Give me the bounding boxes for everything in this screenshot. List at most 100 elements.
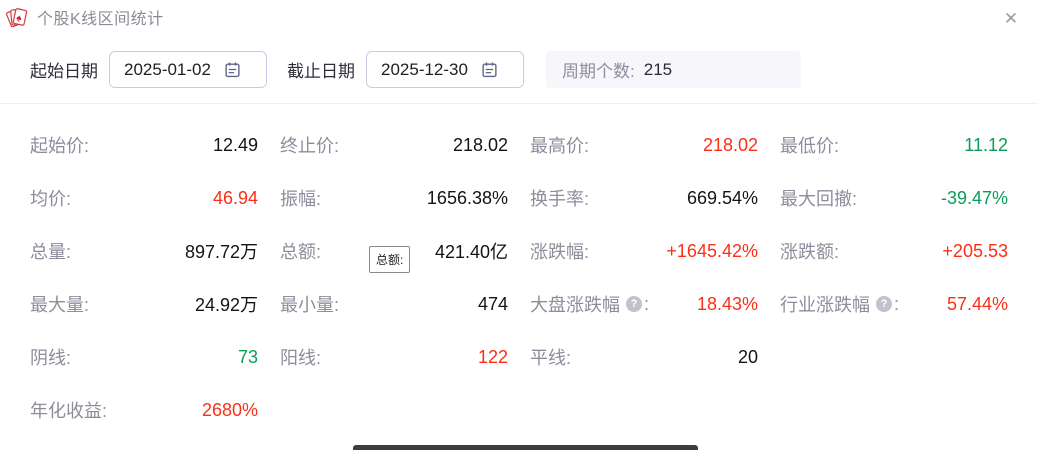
stat-label-text: 年化收益: [30,401,108,421]
stat-label-text: 振幅: [280,189,322,209]
svg-text:♠: ♠ [15,13,23,25]
stat-label-text: 阴线: [30,348,72,368]
calendar-icon[interactable] [224,61,241,78]
stat-label-text: 阳线: [280,348,322,368]
stat-label: 大盘涨跌幅?: [530,291,649,317]
stat-label-text: 换手率: [530,189,590,209]
stat-label-text: 最大量: [30,295,90,315]
question-mark-icon[interactable]: ? [876,296,892,312]
end-date-label: 截止日期 [287,62,355,81]
stat-label: 总量: [30,238,71,264]
stat-label-colon: : [644,293,650,314]
stat-cell: 换手率: 669.54% [530,183,758,213]
stat-label: 行业涨跌幅?: [780,291,899,317]
dialog-header: ♠ 个股K线区间统计 [6,5,164,29]
close-icon[interactable]: ✕ [1003,9,1019,28]
stat-value: 474 [477,293,508,314]
stat-cell: 阳线: 122 [280,342,508,372]
stat-cell: 最小量: 474 [280,289,508,319]
stat-cell: 最高价: 218.02 [530,130,758,160]
stat-cell: 总额: 421.40亿 [280,236,508,266]
stat-label: 年化收益: [30,397,107,423]
stat-label-text: 涨跌幅: [530,242,590,262]
stat-cell: 终止价: 218.02 [280,130,508,160]
stat-label-text: 终止价: [280,136,340,156]
stat-label: 终止价: [280,132,339,158]
stat-value: 46.94 [212,187,258,208]
poker-cards-icon: ♠ [6,8,28,28]
stat-value: 24.92万 [194,295,258,315]
stat-cell: 行业涨跌幅?: 57.44% [780,289,1008,319]
stat-label: 涨跌额: [780,238,839,264]
stat-label-text: 起始价: [30,136,90,156]
stat-value: 12.49 [212,134,258,155]
stats-grid: 起始价: 12.49 终止价: 218.02 最高价: 218.02 最低价: 11.12 均价… [30,130,1008,425]
stat-cell: 最大回撤: -39.47% [780,183,1008,213]
stat-value: 20 [737,346,758,367]
stat-label: 均价: [30,185,71,211]
start-date-value: 2025-01-02 [124,59,211,79]
stat-label: 涨跌幅: [530,238,589,264]
stat-value: 122 [477,346,508,367]
stat-label-text: 平线: [530,348,572,368]
stat-label-text: 最低价: [780,136,840,156]
total-amount-tooltip: 总额: [369,246,411,273]
period-count-display: 周期个数: 215 [546,51,801,88]
stat-label: 总额: [280,238,321,264]
period-count-label: 周期个数: [562,62,635,81]
stat-label: 阴线: [30,344,71,370]
stat-label-text: 总额: [280,242,322,262]
stat-label-text: 总量: [30,242,72,262]
period-count-value: 215 [643,59,673,79]
start-date-label: 起始日期 [30,62,98,81]
stat-cell: 年化收益: 2680% [30,395,258,425]
stat-label-text: 涨跌额: [780,242,840,262]
stat-label: 阳线: [280,344,321,370]
stat-value: 73 [237,346,258,367]
stat-label: 最高价: [530,132,589,158]
stat-value: 669.54% [686,187,758,208]
stat-cell: 涨跌幅: +1645.42% [530,236,758,266]
stat-label: 最低价: [780,132,839,158]
dialog-title: 个股K线区间统计 [37,11,164,28]
stat-label: 换手率: [530,185,589,211]
stat-label: 最大回撤: [780,185,857,211]
stat-cell: 起始价: 12.49 [30,130,258,160]
stat-cell: 涨跌额: +205.53 [780,236,1008,266]
stat-label: 最小量: [280,291,339,317]
stat-label-text: 行业涨跌幅 [780,295,870,315]
bottom-edge-bar [353,445,698,450]
stat-label: 起始价: [30,132,89,158]
stat-value: 1656.38% [426,187,508,208]
stat-cell: 振幅: 1656.38% [280,183,508,213]
stat-value: 421.40亿 [434,242,508,262]
stat-label-text: 均价: [30,189,72,209]
stat-cell: 平线: 20 [530,342,758,372]
stat-label: 平线: [530,344,571,370]
stat-label-text: 最高价: [530,136,590,156]
stat-value: 218.02 [452,134,508,155]
end-date-input[interactable]: 2025-12-30 [366,51,524,88]
stat-cell: 总量: 897.72万 [30,236,258,266]
stat-label: 最大量: [30,291,89,317]
stat-cell: 大盘涨跌幅?: 18.43% [530,289,758,319]
stat-value: 2680% [201,399,258,420]
header-divider [0,103,1038,104]
question-mark-icon[interactable]: ? [626,296,642,312]
start-date-input[interactable]: 2025-01-02 [109,51,267,88]
stat-label-text: 最大回撤: [780,189,858,209]
stat-label-text: 最小量: [280,295,340,315]
stat-value: 57.44% [946,293,1008,314]
stat-value: +1645.42% [666,240,758,261]
stat-label: 振幅: [280,185,321,211]
date-range-controls: 起始日期 2025-01-02 截止日期 2025-12-30 [30,51,801,88]
stat-label-colon: : [894,293,900,314]
stat-value: +205.53 [942,240,1008,261]
stat-label-text: 大盘涨跌幅 [530,295,620,315]
stat-cell: 均价: 46.94 [30,183,258,213]
stat-cell: 阴线: 73 [30,342,258,372]
end-date-value: 2025-12-30 [381,59,468,79]
stat-value: -39.47% [940,187,1008,208]
calendar-icon[interactable] [481,61,498,78]
